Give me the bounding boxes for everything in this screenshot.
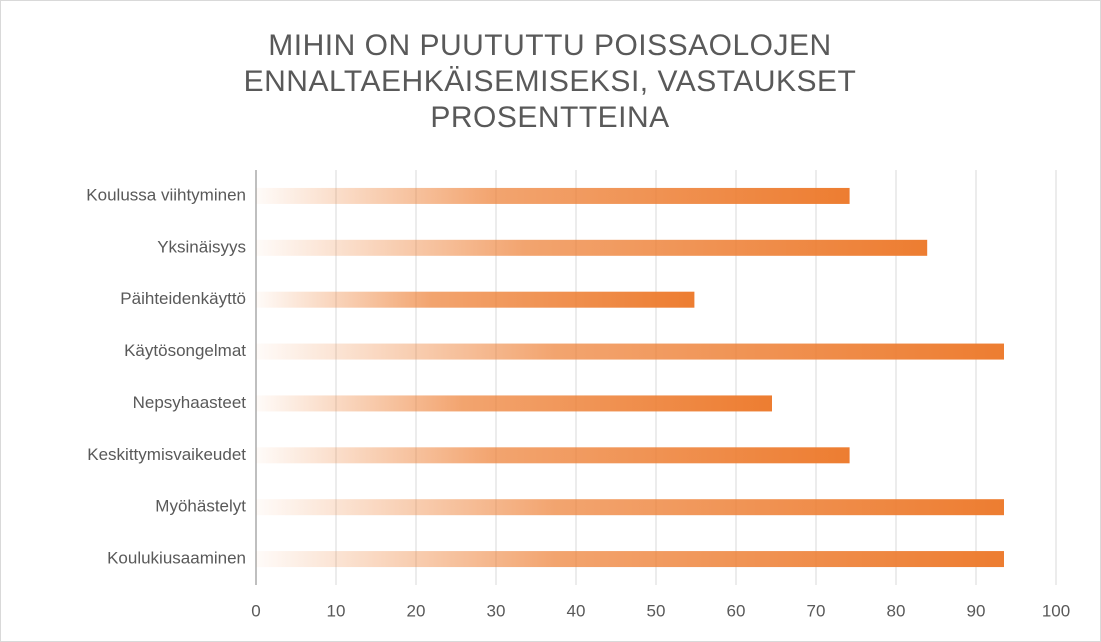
bar [256, 499, 1004, 516]
x-tick-label: 10 [327, 601, 346, 620]
y-tick-label: Myöhästelyt [155, 497, 246, 516]
x-tick-label: 80 [887, 601, 906, 620]
x-tick-label: 90 [967, 601, 986, 620]
bar [256, 239, 928, 256]
x-tick-label: 100 [1042, 601, 1070, 620]
bar [256, 291, 695, 308]
y-tick-label: Käytösongelmat [124, 341, 246, 360]
chart-title: MIHIN ON PUUTUTTU POISSAOLOJEN ENNALTAEH… [243, 29, 857, 134]
y-tick-label: Koulussa viihtyminen [86, 185, 246, 204]
y-tick-label: Päihteidenkäyttö [120, 289, 246, 308]
x-tick-label: 60 [727, 601, 746, 620]
bar [256, 551, 1004, 568]
x-tick-label: 30 [487, 601, 506, 620]
y-tick-label: Nepsyhaasteet [133, 393, 247, 412]
x-tick-label: 20 [407, 601, 426, 620]
y-tick-label: Yksinäisyys [157, 237, 246, 256]
y-tick-label: Koulukiusaaminen [107, 549, 246, 568]
bar [256, 187, 850, 204]
bar [256, 447, 850, 464]
bar [256, 395, 772, 412]
y-tick-label: Keskittymisvaikeudet [87, 445, 246, 464]
bar [256, 343, 1004, 360]
x-tick-label: 70 [807, 601, 826, 620]
x-tick-label: 0 [251, 601, 260, 620]
x-tick-label: 50 [647, 601, 666, 620]
x-tick-label: 40 [567, 601, 586, 620]
